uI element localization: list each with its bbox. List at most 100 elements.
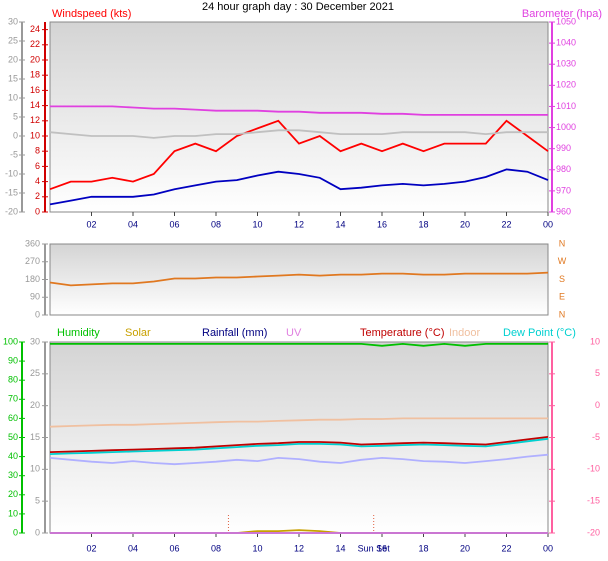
y-tick-label: -10 [587, 464, 600, 474]
y-tick-label: -5 [10, 149, 18, 159]
y-tick-label: 970 [556, 185, 571, 195]
y-tick-label: 22 [30, 39, 40, 49]
y-tick-label: 980 [556, 164, 571, 174]
y-tick-label: 360 [25, 238, 40, 248]
y-tick-label: 30 [8, 16, 18, 26]
y-tick-label: 25 [8, 35, 18, 45]
annotation: Sun Set [358, 543, 391, 553]
plot-area [49, 341, 549, 534]
series-line [49, 168, 549, 206]
y-tick-label: 8 [35, 146, 40, 156]
y-tick-label: 1050 [556, 16, 576, 26]
y-tick-label: W [558, 256, 567, 266]
y-tick-label: -15 [587, 496, 600, 506]
y-tick-label: 270 [25, 256, 40, 266]
x-tick-label: 20 [460, 219, 470, 229]
x-tick-label: 20 [460, 543, 470, 553]
y-tick-label: 60 [8, 413, 18, 423]
y-tick-label: 1030 [556, 59, 576, 69]
y-tick-label: 16 [30, 85, 40, 95]
x-tick-label: 18 [418, 543, 428, 553]
y-tick-label: 2 [35, 191, 40, 201]
y-tick-label: 6 [35, 161, 40, 171]
series-line [49, 119, 549, 191]
x-tick-label: 18 [418, 219, 428, 229]
y-tick-label: 0 [35, 527, 40, 537]
y-tick-label: 0 [595, 400, 600, 410]
y-tick-label: 5 [35, 496, 40, 506]
y-tick-label: 15 [30, 432, 40, 442]
x-tick-label: 04 [128, 543, 138, 553]
y-tick-label: 1000 [556, 122, 576, 132]
y-tick-label: 0 [35, 309, 40, 319]
y-tick-label: 20 [8, 489, 18, 499]
y-tick-label: N [559, 238, 566, 248]
y-tick-label: -5 [592, 432, 600, 442]
y-tick-label: 5 [13, 111, 18, 121]
x-tick-label: 06 [169, 219, 179, 229]
y-tick-label: 10 [30, 130, 40, 140]
y-tick-label: 24 [30, 24, 40, 34]
x-tick-label: 14 [335, 543, 345, 553]
legend-label: Dew Point (°C) [503, 327, 576, 339]
x-tick-label: 10 [252, 219, 262, 229]
y-tick-label: 0 [13, 130, 18, 140]
y-tick-label: -20 [5, 206, 18, 216]
y-tick-label: 1040 [556, 37, 576, 47]
y-tick-label: 10 [8, 92, 18, 102]
y-tick-label: -10 [5, 168, 18, 178]
legend-label: Indoor [449, 327, 481, 339]
y-tick-label: 10 [590, 336, 600, 346]
legend-label: Humidity [57, 327, 100, 339]
series-line [49, 417, 548, 428]
y-tick-label: 20 [8, 54, 18, 64]
y-tick-label: 20 [30, 54, 40, 64]
x-tick-label: 10 [252, 543, 262, 553]
y-tick-label: -20 [587, 527, 600, 537]
legend-label: Temperature (°C) [360, 327, 444, 339]
legend-label: Barometer (hpa) [522, 8, 602, 20]
y-tick-label: 4 [35, 176, 40, 186]
series-line [49, 436, 549, 453]
x-tick-label: 22 [501, 543, 511, 553]
series-line [50, 342, 548, 347]
x-tick-label: 02 [86, 219, 96, 229]
x-tick-label: 02 [86, 543, 96, 553]
y-tick-label: E [559, 292, 565, 302]
y-tick-label: 25 [30, 368, 40, 378]
y-tick-label: 990 [556, 143, 571, 153]
y-tick-label: 960 [556, 206, 571, 216]
y-tick-label: 100 [3, 336, 18, 346]
series-line [49, 129, 548, 139]
x-tick-label: 16 [377, 219, 387, 229]
series-line [50, 105, 548, 116]
x-tick-label: 08 [211, 543, 221, 553]
x-tick-label: 04 [128, 219, 138, 229]
y-tick-label: S [559, 274, 565, 284]
y-tick-label: 30 [30, 336, 40, 346]
y-tick-label: 1010 [556, 101, 576, 111]
y-tick-label: 12 [30, 115, 40, 125]
x-tick-label: 22 [501, 219, 511, 229]
legend-label: Rainfall (mm) [202, 327, 267, 339]
plot-area [49, 21, 549, 213]
x-tick-label: 00 [543, 219, 553, 229]
y-tick-label: 18 [30, 70, 40, 80]
x-tick-label: 16 [377, 543, 387, 553]
x-tick-label: 12 [294, 219, 304, 229]
y-tick-label: 40 [8, 451, 18, 461]
series-line [49, 437, 549, 455]
y-tick-label: 50 [8, 432, 18, 442]
y-tick-label: 30 [8, 470, 18, 480]
chart-title: 24 hour graph day : 30 December 2021 [202, 1, 394, 13]
y-tick-label: 1020 [556, 80, 576, 90]
y-tick-label: 90 [8, 355, 18, 365]
y-tick-label: 10 [30, 464, 40, 474]
y-tick-label: 10 [8, 508, 18, 518]
y-tick-label: N [559, 309, 566, 319]
y-tick-label: 5 [595, 368, 600, 378]
plot-area [49, 243, 549, 316]
y-tick-label: 80 [8, 375, 18, 385]
